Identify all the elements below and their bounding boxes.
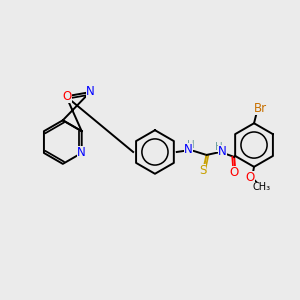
Text: H: H (187, 140, 194, 150)
Text: N: N (218, 146, 227, 158)
Text: S: S (199, 164, 206, 177)
Text: O: O (230, 166, 239, 179)
Text: CH₃: CH₃ (253, 182, 271, 192)
Text: N: N (85, 85, 94, 98)
Text: N: N (77, 146, 86, 160)
Text: O: O (245, 171, 255, 184)
Text: O: O (62, 90, 72, 103)
Text: N: N (184, 142, 193, 155)
Text: Br: Br (254, 102, 266, 115)
Text: H: H (215, 142, 223, 152)
